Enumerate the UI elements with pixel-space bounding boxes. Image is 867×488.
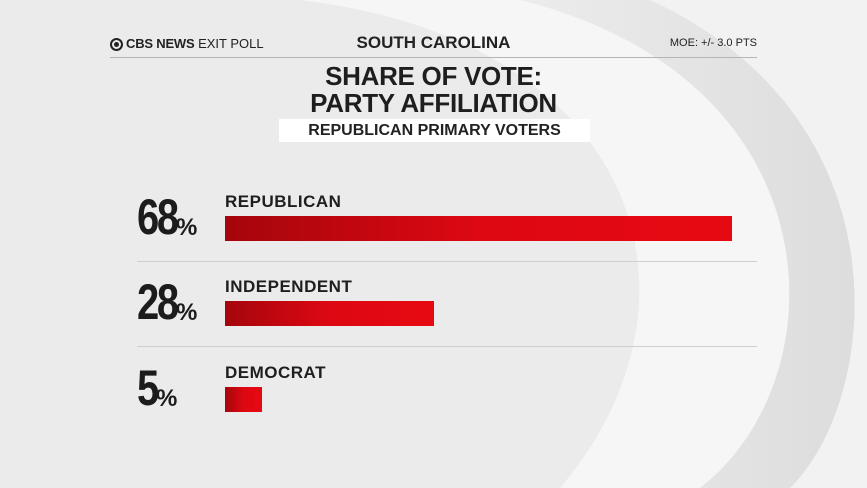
chart-title-line2: PARTY AFFILIATION bbox=[310, 88, 557, 118]
bar bbox=[225, 301, 434, 326]
percent-sign: % bbox=[176, 214, 198, 241]
subtitle-box: REPUBLICAN PRIMARY VOTERS bbox=[279, 119, 590, 142]
header-rule bbox=[110, 57, 757, 58]
category-label: INDEPENDENT bbox=[225, 277, 353, 296]
value-label: 5% bbox=[137, 359, 177, 417]
value-number: 28 bbox=[137, 274, 179, 330]
brand-rest: EXIT POLL bbox=[198, 36, 264, 51]
chart-subtitle: REPUBLICAN PRIMARY VOTERS bbox=[308, 122, 561, 139]
chart-title: SHARE OF VOTE: PARTY AFFILIATION bbox=[0, 63, 867, 117]
percent-sign: % bbox=[156, 385, 178, 412]
value-number: 5 bbox=[137, 360, 159, 416]
brand: CBS NEWS EXIT POLL bbox=[110, 36, 264, 51]
value-label: 68% bbox=[137, 188, 197, 246]
cbs-eye-icon bbox=[110, 38, 123, 51]
margin-of-error: MOE: +/- 3.0 PTS bbox=[669, 37, 757, 49]
value-label: 28% bbox=[137, 273, 197, 331]
header: CBS NEWS EXIT POLL SOUTH CAROLINA MOE: +… bbox=[110, 32, 757, 56]
row-separator bbox=[137, 261, 757, 262]
category-label: REPUBLICAN bbox=[225, 192, 342, 211]
percent-sign: % bbox=[176, 299, 198, 326]
brand-cbs: CBS NEWS bbox=[126, 36, 195, 51]
value-number: 68 bbox=[137, 189, 179, 245]
state-title: SOUTH CAROLINA bbox=[356, 33, 511, 52]
category-label: DEMOCRAT bbox=[225, 363, 326, 382]
bar bbox=[225, 216, 732, 241]
chart-title-line1: SHARE OF VOTE: bbox=[325, 61, 542, 91]
bar bbox=[225, 387, 263, 412]
row-separator bbox=[137, 346, 757, 347]
